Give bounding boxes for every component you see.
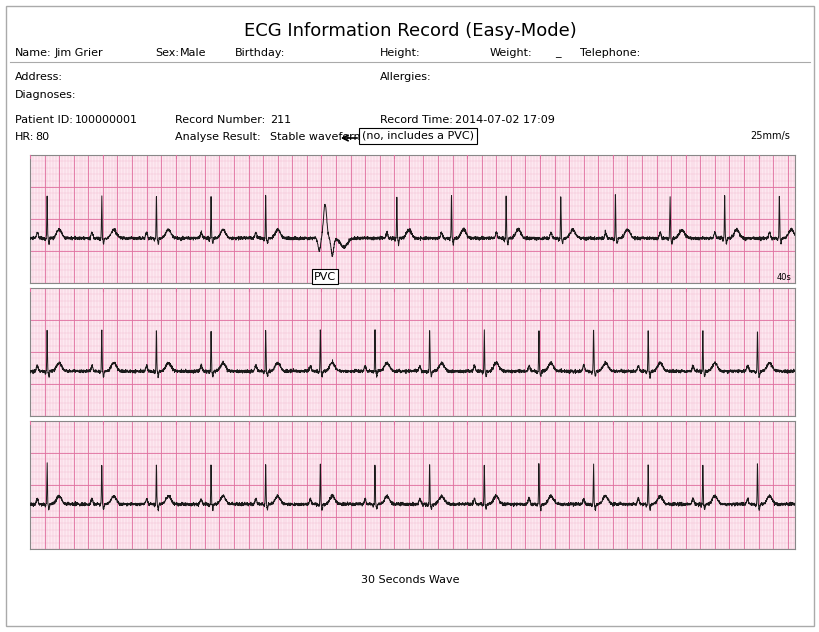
Text: (no, includes a PVC): (no, includes a PVC) xyxy=(361,131,473,141)
Text: 80: 80 xyxy=(35,132,49,142)
Text: Record Number:: Record Number: xyxy=(174,115,265,125)
Text: Sex:: Sex: xyxy=(155,48,179,58)
Text: HR:: HR: xyxy=(15,132,34,142)
Text: 211: 211 xyxy=(269,115,291,125)
Text: Weight:: Weight: xyxy=(490,48,532,58)
Text: 30 Seconds Wave: 30 Seconds Wave xyxy=(360,575,459,585)
Text: Record Time:: Record Time: xyxy=(379,115,452,125)
Text: 25mm/s: 25mm/s xyxy=(749,131,789,141)
Text: 2014-07-02 17:09: 2014-07-02 17:09 xyxy=(455,115,554,125)
Text: 100000001: 100000001 xyxy=(75,115,138,125)
Text: Height:: Height: xyxy=(379,48,420,58)
Text: PVC: PVC xyxy=(314,272,336,282)
Text: Stable waveform: Stable waveform xyxy=(269,132,364,142)
Text: 40s: 40s xyxy=(776,273,790,282)
Text: Male: Male xyxy=(180,48,206,58)
Text: Jim Grier: Jim Grier xyxy=(55,48,103,58)
Text: Diagnoses:: Diagnoses: xyxy=(15,90,76,100)
Text: Allergies:: Allergies: xyxy=(379,72,431,82)
Text: Telephone:: Telephone: xyxy=(579,48,640,58)
Text: _: _ xyxy=(554,48,560,58)
Text: Address:: Address: xyxy=(15,72,63,82)
Text: Patient ID:: Patient ID: xyxy=(15,115,73,125)
Text: Analyse Result:: Analyse Result: xyxy=(174,132,260,142)
Text: Name:: Name: xyxy=(15,48,52,58)
Text: Birthday:: Birthday: xyxy=(235,48,285,58)
Text: ECG Information Record (Easy-Mode): ECG Information Record (Easy-Mode) xyxy=(243,22,576,40)
